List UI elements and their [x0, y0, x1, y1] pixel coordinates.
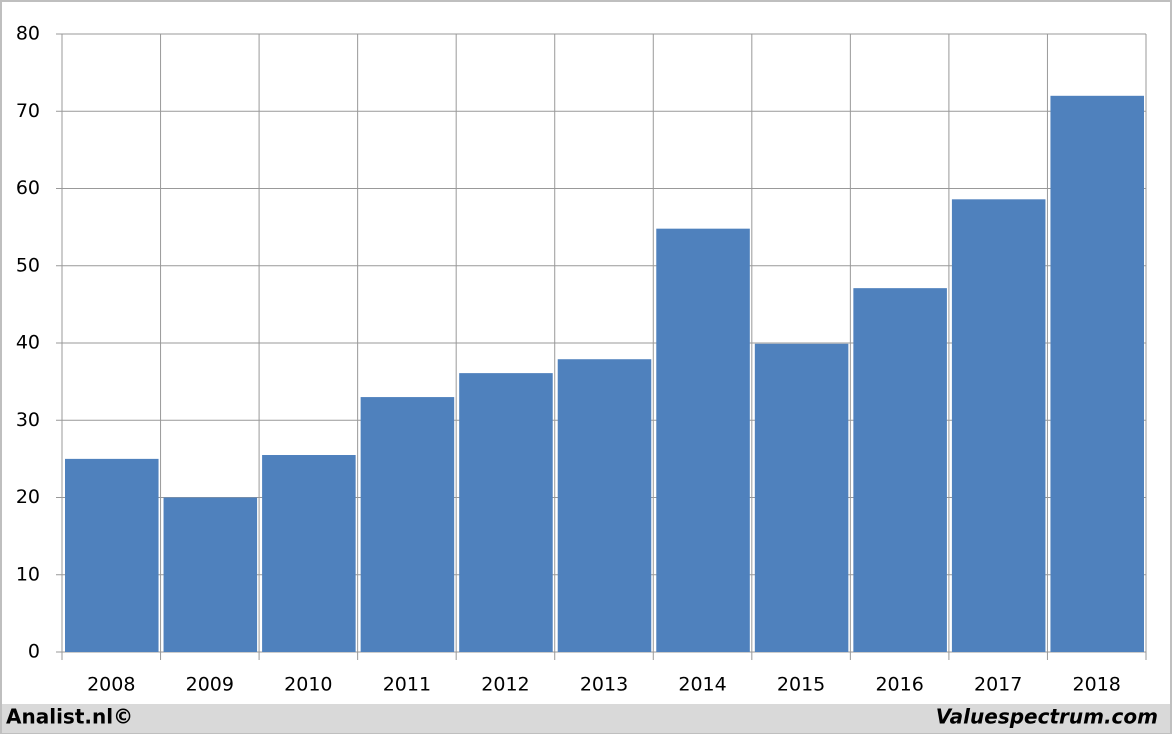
bar: [951, 199, 1046, 652]
x-tick-label: 2014: [678, 674, 726, 696]
credit-left: Analist.nl©: [6, 705, 133, 729]
y-tick-label: 0: [28, 641, 40, 663]
x-tick-label: 2016: [875, 674, 923, 696]
y-tick-label: 80: [16, 23, 40, 45]
x-tick-label: 2008: [87, 674, 135, 696]
x-tick-label: 2017: [974, 674, 1022, 696]
x-tick-label: 2011: [383, 674, 431, 696]
y-tick-label: 10: [16, 563, 40, 585]
x-tick-label: 2015: [777, 674, 825, 696]
credit-right: Valuespectrum.com: [936, 705, 1158, 729]
x-tick-label: 2018: [1073, 674, 1121, 696]
bar: [65, 458, 159, 652]
bar: [1050, 95, 1144, 653]
y-tick-label: 30: [16, 409, 40, 431]
y-tick-label: 20: [16, 486, 40, 508]
bar: [163, 497, 258, 652]
x-tick-label: 2013: [580, 674, 628, 696]
bar: [360, 397, 455, 652]
x-tick-label: 2010: [284, 674, 332, 696]
x-tick-label: 2012: [481, 674, 529, 696]
bar: [754, 343, 849, 652]
bar: [656, 228, 750, 653]
bar: [459, 373, 553, 652]
bar: [557, 359, 652, 652]
y-tick-label: 40: [16, 332, 40, 354]
y-tick-label: 60: [16, 177, 40, 199]
bar: [853, 288, 947, 652]
bar: [262, 455, 356, 652]
y-tick-label: 50: [16, 254, 40, 276]
footer-bar: [2, 704, 1170, 733]
y-tick-label: 70: [16, 100, 40, 122]
x-tick-label: 2009: [186, 674, 234, 696]
